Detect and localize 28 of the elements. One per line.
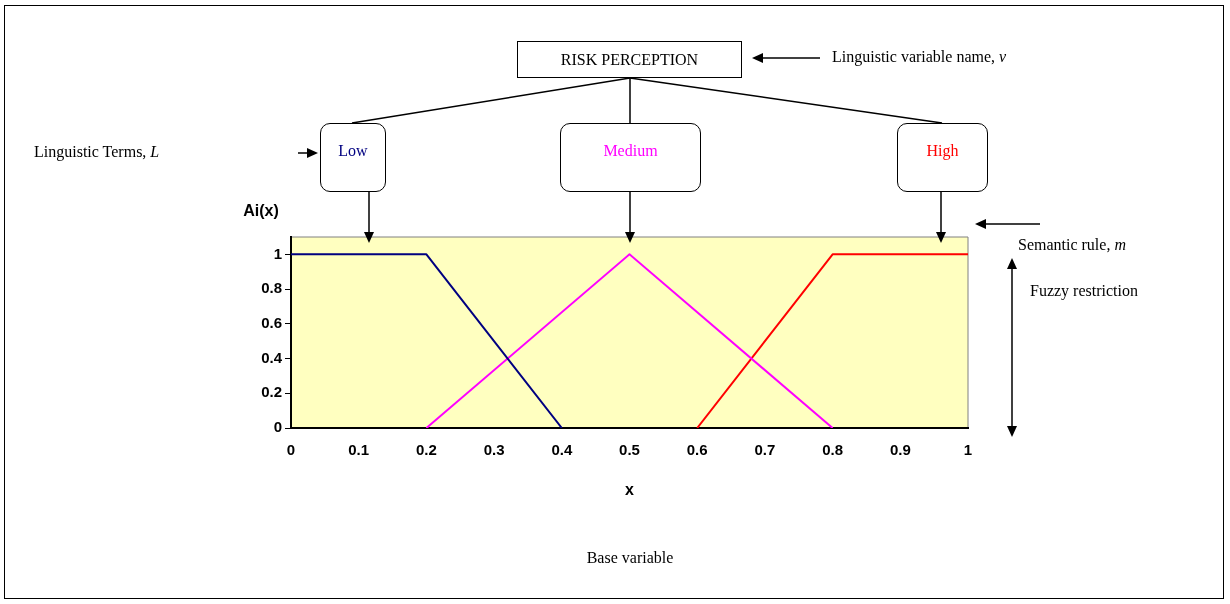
text: Semantic rule, m (1018, 236, 1126, 254)
y-tick-label: 0.6 (261, 313, 282, 331)
text: Base variable (586, 549, 674, 567)
x-tick-label: 0 (286, 441, 296, 459)
text: Medium (560, 123, 701, 192)
x-tick-label: 0.9 (889, 441, 911, 459)
x-tick-label: 0.3 (483, 441, 505, 459)
y-axis-title: Ai(x) (243, 202, 279, 220)
x-tick-label: 0.5 (619, 441, 640, 459)
text: High (897, 123, 988, 192)
text: Linguistic variable name, v (832, 48, 1007, 66)
x-tick-label: 1 (963, 441, 973, 459)
x-tick-label: 0.7 (754, 441, 776, 459)
x-axis-title: x (625, 480, 635, 498)
text: Fuzzy restriction (1030, 281, 1139, 302)
x-tick-label: 0.4 (551, 441, 573, 459)
x-tick-label: 0.1 (348, 441, 370, 459)
y-tick-label: 0.8 (261, 279, 282, 297)
text: Linguistic Terms, L (34, 143, 160, 161)
y-tick-label: 1 (273, 244, 282, 262)
y-tick-label: 0 (273, 418, 282, 436)
y-tick-label: 0.2 (261, 383, 282, 401)
x-tick-label: 0.8 (822, 441, 844, 459)
y-tick-label: 0.4 (261, 348, 283, 366)
x-tick-label: 0.2 (415, 441, 437, 459)
text: RISK PERCEPTION (517, 41, 742, 78)
x-tick-label: 0.6 (686, 441, 708, 459)
text: Low (320, 123, 386, 192)
